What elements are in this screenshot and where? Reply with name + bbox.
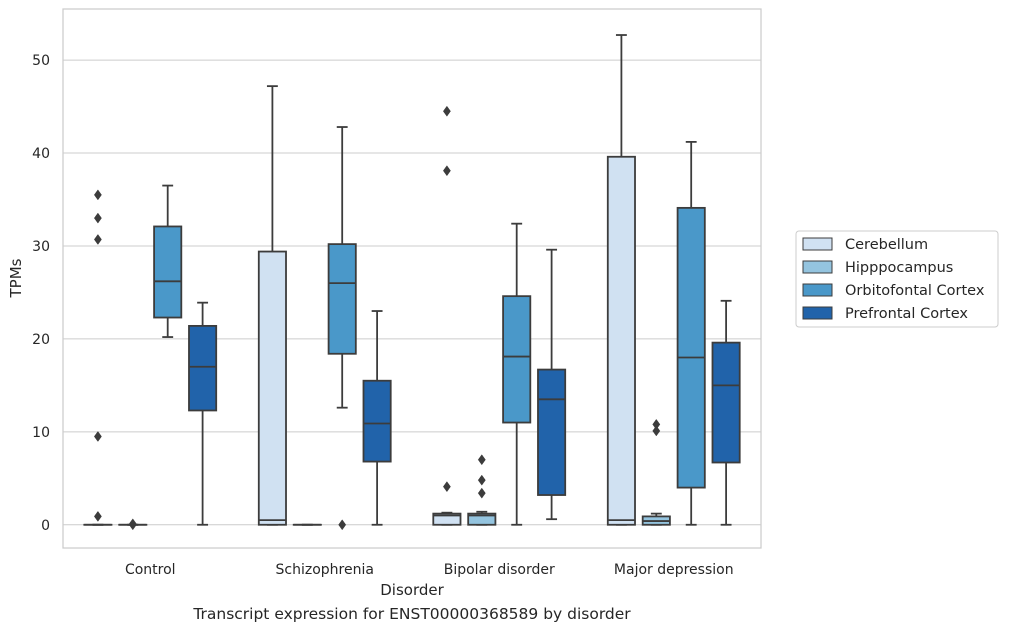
y-axis-title: TPMs xyxy=(7,258,25,298)
box xyxy=(537,368,567,496)
box-group xyxy=(467,454,497,526)
y-tick-labels: 0 10 20 30 40 50 xyxy=(32,53,50,534)
y-tick-label: 50 xyxy=(32,53,50,69)
box xyxy=(327,243,357,355)
box-group xyxy=(327,126,357,531)
box xyxy=(432,512,462,526)
outlier-point xyxy=(652,425,661,437)
box-group xyxy=(257,85,287,526)
outlier-point xyxy=(93,189,102,201)
y-tick-label: 10 xyxy=(32,425,50,441)
box xyxy=(153,225,183,319)
outlier-point xyxy=(477,454,486,466)
box-group xyxy=(153,184,183,338)
outlier-point xyxy=(93,431,102,442)
box-group xyxy=(676,140,706,526)
box-group xyxy=(83,189,113,526)
outlier-point xyxy=(442,481,451,493)
box-group xyxy=(502,222,532,526)
box xyxy=(188,324,218,412)
legend: Cerebellum Hipppocampus Orbitofontal Corte… xyxy=(795,230,999,328)
box xyxy=(606,155,636,526)
box xyxy=(502,295,532,424)
outlier-point xyxy=(93,234,102,245)
figure-caption: Transcript expression for ENST0000036858… xyxy=(193,605,631,623)
outlier-point xyxy=(477,487,486,499)
box-group xyxy=(537,248,567,521)
box-group xyxy=(606,34,636,526)
legend-swatch xyxy=(802,260,833,274)
y-tick-label: 40 xyxy=(32,146,50,162)
box xyxy=(257,250,287,526)
box-group xyxy=(711,299,741,526)
x-tick-label: Control xyxy=(125,562,176,578)
y-tick-label: 20 xyxy=(32,332,50,348)
legend-frame xyxy=(795,230,999,328)
x-tick-label: Major depression xyxy=(614,562,734,578)
legend-swatch xyxy=(802,283,833,297)
legend-label: Orbitofontal Cortex xyxy=(845,283,985,299)
outlier-point xyxy=(442,165,451,177)
box xyxy=(711,341,741,464)
box-group xyxy=(362,310,392,526)
legend-swatch xyxy=(802,306,833,320)
y-tick-label: 30 xyxy=(32,239,50,255)
legend-label: Hipppocampus xyxy=(845,260,953,276)
outlier-point xyxy=(338,519,347,531)
outlier-point xyxy=(93,212,102,224)
x-axis-title: Disorder xyxy=(380,581,444,599)
legend-label: Prefrontal Cortex xyxy=(845,306,968,322)
x-tick-labels: Control Schizophrenia Bipolar disorder Majo… xyxy=(125,562,734,578)
box xyxy=(467,512,497,526)
box xyxy=(676,206,706,489)
outlier-point xyxy=(442,105,451,117)
box xyxy=(362,379,392,463)
box-plot-marks xyxy=(83,34,741,531)
plot-frame xyxy=(62,8,762,549)
legend-label: Cerebellum xyxy=(845,237,928,253)
box-group xyxy=(432,105,462,526)
outlier-point xyxy=(477,474,486,486)
x-tick-label: Bipolar disorder xyxy=(444,562,555,578)
box-group xyxy=(118,518,148,531)
x-tick-label: Schizophrenia xyxy=(276,562,374,578)
y-tick-label: 0 xyxy=(41,518,50,534)
outlier-point xyxy=(93,510,102,522)
outlier-point xyxy=(128,519,137,531)
box-group xyxy=(188,301,218,526)
box-group xyxy=(641,418,671,526)
legend-swatch xyxy=(802,237,833,251)
